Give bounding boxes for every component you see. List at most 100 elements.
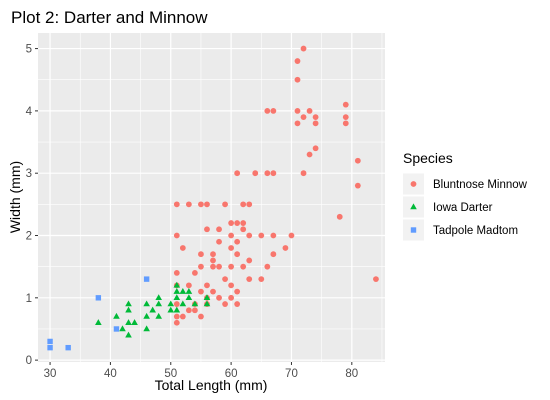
data-point-iowa-darter	[179, 287, 187, 294]
data-point-bluntnose-minnow	[185, 201, 192, 208]
data-point-tadpole-madtom	[47, 344, 53, 351]
data-point-bluntnose-minnow	[228, 245, 235, 251]
data-point-iowa-darter	[143, 325, 150, 332]
data-point-bluntnose-minnow	[198, 201, 204, 208]
data-point-bluntnose-minnow	[234, 238, 241, 245]
data-point-iowa-darter	[203, 294, 211, 301]
data-point-iowa-darter	[173, 281, 181, 288]
data-point-bluntnose-minnow	[240, 220, 247, 226]
data-point-bluntnose-minnow	[270, 251, 277, 258]
data-point-iowa-darter	[185, 294, 193, 301]
data-point-iowa-darter	[149, 306, 156, 313]
data-point-bluntnose-minnow	[342, 120, 349, 127]
data-point-bluntnose-minnow	[264, 107, 271, 114]
data-point-bluntnose-minnow	[270, 232, 277, 239]
data-point-bluntnose-minnow	[210, 263, 216, 270]
data-point-bluntnose-minnow	[258, 232, 265, 239]
data-point-bluntnose-minnow	[234, 251, 241, 258]
legend-key-iowa-darter	[410, 203, 417, 210]
x-tick-label: 40	[104, 368, 117, 380]
data-point-bluntnose-minnow	[270, 107, 277, 114]
data-point-tadpole-madtom	[143, 276, 150, 282]
data-point-tadpole-madtom	[95, 295, 102, 301]
legend-key-tadpole-madtom	[410, 227, 417, 233]
data-point-iowa-darter	[143, 300, 150, 307]
data-point-iowa-darter	[173, 287, 181, 294]
data-point-bluntnose-minnow	[246, 276, 253, 283]
data-point-bluntnose-minnow	[228, 220, 235, 226]
data-point-tadpole-madtom	[47, 338, 53, 345]
legend-keys: Bluntnose Minnow Iowa Darter Tadpole Madto…	[403, 173, 528, 241]
data-point-iowa-darter	[167, 306, 175, 313]
legend-label-iowa-darter: Iowa Darter	[433, 202, 493, 214]
data-point-bluntnose-minnow	[306, 107, 313, 114]
data-point-bluntnose-minnow	[198, 288, 204, 295]
data-point-bluntnose-minnow	[210, 251, 216, 258]
data-point-iowa-darter	[113, 312, 120, 319]
data-point-iowa-darter	[203, 300, 211, 307]
data-point-bluntnose-minnow	[373, 276, 379, 283]
data-point-bluntnose-minnow	[246, 201, 253, 208]
data-point-bluntnose-minnow	[300, 45, 307, 52]
data-point-iowa-darter	[131, 319, 138, 325]
x-tick-label: 60	[225, 368, 238, 380]
data-point-bluntnose-minnow	[185, 307, 192, 314]
legend: Species Bluntnose Minnow Iowa Darter Tadpo…	[403, 150, 528, 241]
y-tick-label: 0	[26, 355, 32, 367]
data-point-bluntnose-minnow	[216, 263, 222, 270]
data-point-bluntnose-minnow	[198, 263, 204, 270]
y-tick-label: 5	[26, 44, 32, 56]
data-point-bluntnose-minnow	[228, 232, 235, 239]
data-point-bluntnose-minnow	[306, 151, 313, 158]
data-point-bluntnose-minnow	[264, 263, 271, 270]
data-point-iowa-darter	[119, 325, 126, 332]
data-point-iowa-darter	[125, 306, 132, 313]
data-point-iowa-darter	[95, 319, 102, 325]
data-point-bluntnose-minnow	[246, 232, 253, 239]
legend-title: Species	[403, 150, 453, 166]
data-point-bluntnose-minnow	[204, 282, 210, 289]
data-points	[47, 45, 379, 351]
x-axis-title: Total Length (mm)	[155, 377, 268, 393]
data-point-iowa-darter	[173, 306, 181, 313]
data-point-bluntnose-minnow	[288, 232, 295, 239]
x-tick-label: 30	[44, 368, 57, 380]
data-point-bluntnose-minnow	[354, 157, 361, 164]
data-point-bluntnose-minnow	[234, 170, 241, 177]
data-point-bluntnose-minnow	[300, 114, 307, 121]
data-point-bluntnose-minnow	[228, 263, 235, 270]
data-point-iowa-darter	[185, 287, 193, 294]
data-point-bluntnose-minnow	[342, 101, 349, 108]
y-axis-title: Width (mm)	[7, 161, 23, 233]
data-point-bluntnose-minnow	[282, 245, 289, 251]
data-point-bluntnose-minnow	[270, 170, 277, 177]
x-axis-ticks: 30 40 50 60 70 80	[44, 362, 358, 380]
data-point-bluntnose-minnow	[240, 201, 247, 208]
data-point-bluntnose-minnow	[228, 282, 235, 289]
data-point-iowa-darter	[125, 331, 132, 338]
data-point-bluntnose-minnow	[210, 288, 216, 295]
data-point-bluntnose-minnow	[192, 307, 198, 314]
data-point-iowa-darter	[155, 312, 163, 319]
data-point-tadpole-madtom	[65, 344, 71, 351]
data-point-iowa-darter	[155, 300, 163, 307]
data-point-bluntnose-minnow	[294, 76, 301, 83]
data-point-iowa-darter	[143, 312, 150, 319]
y-axis-ticks: 0 1 2 3 4 5	[26, 44, 38, 367]
data-point-bluntnose-minnow	[294, 120, 301, 127]
data-point-bluntnose-minnow	[173, 232, 180, 239]
data-point-bluntnose-minnow	[173, 201, 180, 208]
x-tick-label: 50	[164, 368, 177, 380]
data-point-bluntnose-minnow	[216, 226, 222, 233]
data-point-bluntnose-minnow	[210, 257, 216, 264]
data-point-bluntnose-minnow	[173, 301, 180, 307]
data-point-bluntnose-minnow	[179, 245, 186, 251]
data-point-iowa-darter	[173, 294, 181, 301]
y-tick-label: 2	[26, 231, 32, 243]
legend-label-tadpole-madtom: Tadpole Madtom	[433, 225, 518, 237]
data-point-bluntnose-minnow	[228, 294, 235, 301]
x-tick-label: 70	[285, 368, 298, 380]
x-tick-label: 80	[345, 368, 358, 380]
data-point-bluntnose-minnow	[216, 238, 222, 245]
data-point-bluntnose-minnow	[336, 213, 343, 220]
